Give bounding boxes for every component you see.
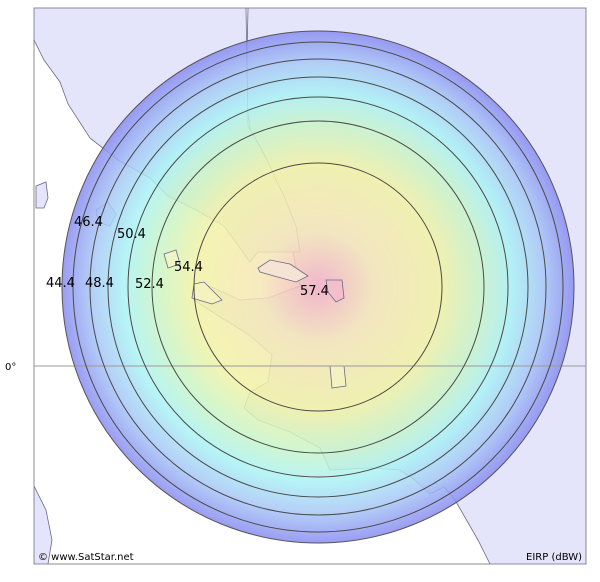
contour-label-50-4: 50.4: [117, 227, 146, 242]
contour-ring-50-4: [127, 96, 509, 478]
contour-label-54-4: 54.4: [174, 260, 203, 275]
contour-ring-46-4: [89, 58, 547, 516]
contour-label-48-4: 48.4: [85, 276, 114, 291]
island-e: [329, 365, 347, 389]
copyright-text: © www.SatStar.net: [38, 552, 134, 563]
contour-label-57-4: 57.4: [300, 284, 329, 299]
contour-ring-44-4: [72, 41, 564, 533]
island-c: [191, 281, 223, 305]
island-b: [325, 279, 345, 303]
contour-ring-54-4: [193, 162, 443, 412]
beam-outline: [61, 30, 575, 544]
equator-label: 0°: [5, 362, 16, 373]
beam-coverage: [62, 31, 574, 543]
contour-label-52-4: 52.4: [135, 277, 164, 292]
contour-label-44-4: 44.4: [46, 276, 75, 291]
island-west: [35, 181, 49, 209]
legend-unit: EIRP (dBW): [526, 552, 582, 563]
contour-rings: [72, 41, 564, 533]
landmass-southwest: [34, 485, 53, 564]
contour-ring-52-4: [151, 120, 485, 454]
contour-ring-48-4: [107, 76, 529, 498]
island-a: [257, 259, 309, 283]
contour-label-46-4: 46.4: [74, 215, 103, 230]
island-d: [163, 249, 181, 269]
